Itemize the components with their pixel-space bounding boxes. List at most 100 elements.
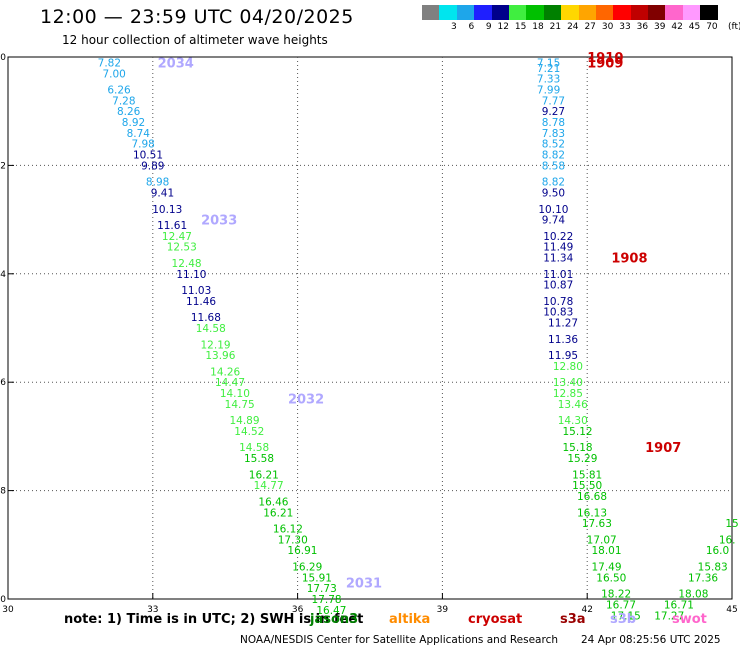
wave-height-label: 8.78 — [542, 117, 565, 129]
colorbar-swatch — [422, 5, 440, 20]
colorbar-label: 70 — [706, 22, 718, 32]
wave-height-label: 12.53 — [167, 242, 197, 254]
wave-height-label: 7.98 — [131, 139, 154, 151]
wave-height-label: 15 — [725, 518, 738, 530]
wave-height-label: 14.75 — [225, 399, 255, 411]
pass-time-label: 1907 — [645, 441, 681, 456]
legend-item-s3b: s3b — [610, 612, 637, 627]
wave-height-label: 14.26 — [210, 366, 240, 378]
wave-height-label: 7.00 — [102, 68, 125, 80]
wave-height-label: 15.18 — [563, 442, 593, 454]
colorbar-label: 33 — [619, 22, 631, 32]
wave-height-label: 11.34 — [543, 253, 573, 265]
wave-height-label: 15.83 — [698, 561, 728, 573]
colorbar-label: 6 — [468, 22, 475, 32]
wave-height-label: 15.50 — [572, 480, 602, 492]
y-tick-label: -56 — [0, 378, 6, 388]
wave-height-label: 17.36 — [688, 572, 718, 584]
colorbar-label: 12 — [497, 22, 509, 32]
colorbar-swatch: 45 — [682, 5, 701, 32]
pass-time-label: 1908 — [611, 252, 647, 267]
wave-height-label: 15.29 — [567, 453, 597, 465]
wave-height-label: 7.77 — [542, 95, 565, 107]
page-subtitle: 12 hour collection of altimeter wave hei… — [62, 33, 328, 47]
pass-time-label: 1910 — [587, 51, 623, 66]
wave-height-label: 11.95 — [548, 350, 578, 362]
wave-height-label: 12.47 — [162, 231, 192, 243]
wave-height-label: 11.10 — [176, 269, 206, 281]
colorbar-swatch: 39 — [648, 5, 666, 32]
wave-height-label: 14.77 — [254, 480, 284, 492]
wave-height-label: 9.41 — [151, 188, 174, 200]
wave-height-label: 17.07 — [587, 534, 617, 546]
page-title: 12:00 — 23:59 UTC 04/20/2025 — [40, 6, 354, 28]
wave-height-label: 15.12 — [563, 426, 593, 438]
colorbar-label: 24 — [567, 22, 579, 32]
colorbar-label: 36 — [636, 22, 649, 32]
wave-height-label: 16.71 — [664, 599, 694, 611]
wave-height-label: 10.10 — [538, 204, 568, 216]
wave-height-label: 12.80 — [553, 361, 583, 373]
colorbar-label: 39 — [654, 22, 666, 32]
colorbar-swatch: 36 — [630, 5, 649, 32]
legend-item-s3a: s3a — [560, 612, 586, 627]
wave-height-label: 10.83 — [543, 307, 573, 319]
x-tick-label: 33 — [147, 605, 158, 615]
wave-height-label: 8.52 — [542, 139, 565, 151]
wave-height-label: 14.89 — [229, 415, 259, 427]
colorbar-label: 9 — [485, 22, 492, 32]
wave-height-label: 12.85 — [553, 388, 583, 400]
wave-height-label: 16.13 — [577, 507, 607, 519]
wave-height-label: 16.50 — [596, 572, 626, 584]
wave-height-label: 11.36 — [548, 334, 578, 346]
pass-time-label: 2031 — [346, 577, 382, 592]
wave-height-label: 16.21 — [249, 469, 279, 481]
wave-height-label: 16.29 — [292, 561, 322, 573]
wave-height-label: 10.78 — [543, 296, 573, 308]
wave-height-label: 13.96 — [205, 350, 235, 362]
x-tick-label: 42 — [581, 605, 592, 615]
colorbar-swatch: 42 — [665, 5, 683, 32]
plot-frame — [7, 56, 733, 600]
wave-height-label: 17.15 — [611, 610, 641, 622]
colorbar-swatch: 6 — [456, 5, 475, 32]
wave-height-label: 16.21 — [263, 507, 293, 519]
colorbar-label: 42 — [671, 22, 683, 32]
colorbar-swatch: 12 — [491, 5, 509, 32]
x-tick-label: 30 — [2, 605, 14, 615]
wave-height-label: 11.03 — [181, 285, 211, 297]
wave-height-label: 11.68 — [191, 312, 221, 324]
wave-height-label: 17.49 — [591, 561, 621, 573]
wave-height-label: 17.73 — [307, 583, 337, 595]
wave-height-label: 8.92 — [122, 117, 145, 129]
wave-height-label: 15.81 — [572, 469, 602, 481]
colorbar-swatch: 30 — [595, 5, 614, 32]
legend-item-altika: altika — [389, 612, 431, 627]
colorbar-label: 3 — [451, 22, 457, 32]
wave-height-label: 15.91 — [302, 572, 332, 584]
credit-line: NOAA/NESDIS Center for Satellite Applica… — [240, 634, 558, 646]
wave-height-label: 10.22 — [543, 231, 573, 243]
colorbar-swatch: 21 — [543, 5, 562, 32]
wave-height-label: 16.77 — [606, 599, 636, 611]
wave-height-label: 18.22 — [601, 589, 631, 601]
colorbar-swatch: 9 — [474, 5, 492, 32]
wave-height-label: 11.46 — [186, 296, 216, 308]
wave-height-label: 6.26 — [107, 85, 131, 97]
pass-time-label: 2034 — [158, 56, 194, 71]
colorbar-swatch: 18 — [526, 5, 544, 32]
colorbar-unit: (ft) — [728, 22, 740, 32]
wave-height-label: 14.58 — [196, 323, 226, 335]
x-tick-label: 36 — [292, 605, 304, 615]
x-tick-label: 45 — [726, 605, 737, 615]
wave-height-label: 13.40 — [553, 377, 583, 389]
colorbar-label: 27 — [584, 22, 596, 32]
wave-height-label: 14.47 — [215, 377, 245, 389]
wave-height-label: 14.30 — [558, 415, 588, 427]
wave-height-label: 12.48 — [172, 258, 202, 270]
generated-timestamp: 24 Apr 08:25:56 UTC 2025 — [581, 634, 721, 646]
wave-height-label: 18.08 — [678, 589, 708, 601]
wave-height-label: 18.01 — [591, 545, 621, 557]
colorbar-swatch: 70 — [700, 5, 718, 32]
wave-height-label: 15.58 — [244, 453, 274, 465]
